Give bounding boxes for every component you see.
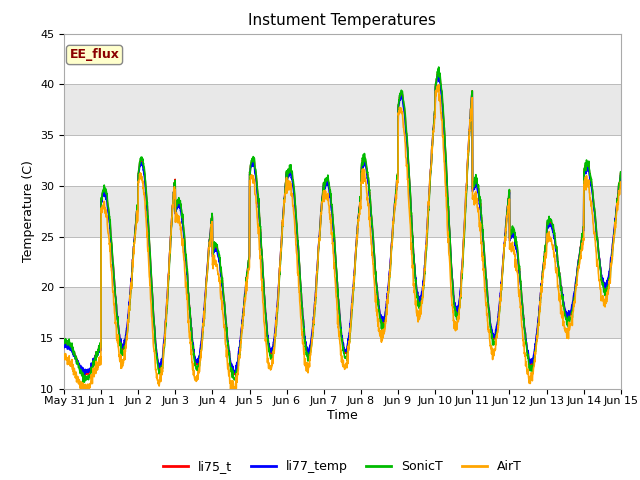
SonicT [568,309,576,315]
SonicT [371,259,379,264]
li77_temp [617,172,625,178]
li77_temp [216,259,223,264]
li77_temp [435,71,443,77]
li75_t [505,196,513,202]
li75_t [60,342,68,348]
AirT [371,286,379,291]
AirT [60,355,68,361]
li77_temp [79,372,87,377]
li75_t [359,158,367,164]
SonicT [584,159,591,165]
li77_temp [371,260,379,265]
Bar [64,288,621,338]
Line: SonicT: SonicT [64,67,621,382]
li75_t [617,170,625,176]
Y-axis label: Temperature (C): Temperature (C) [22,160,35,262]
SonicT [216,252,223,258]
li75_t [81,373,88,379]
li75_t [435,68,443,73]
AirT [435,82,443,87]
SonicT [505,196,513,202]
li75_t [568,304,576,310]
AirT [505,206,513,212]
Line: li77_temp: li77_temp [64,74,621,374]
Legend: li75_t, li77_temp, SonicT, AirT: li75_t, li77_temp, SonicT, AirT [158,456,527,479]
AirT [617,180,625,186]
Text: EE_flux: EE_flux [70,48,120,61]
AirT [568,313,576,319]
Bar [64,186,621,237]
SonicT [617,169,625,175]
SonicT [359,156,367,162]
Line: AirT: AirT [64,84,621,396]
Title: Instument Temperatures: Instument Temperatures [248,13,436,28]
SonicT [435,64,443,70]
li77_temp [584,165,591,171]
AirT [359,170,367,176]
X-axis label: Time: Time [327,409,358,422]
SonicT [60,340,68,346]
li75_t [216,255,223,261]
AirT [216,275,223,281]
li77_temp [359,161,367,167]
Line: li75_t: li75_t [64,71,621,376]
Bar [64,84,621,135]
li77_temp [60,344,68,350]
SonicT [81,379,88,385]
li75_t [584,162,591,168]
li77_temp [505,198,513,204]
li77_temp [568,302,576,308]
li75_t [371,258,379,264]
AirT [79,393,87,399]
AirT [584,178,591,184]
